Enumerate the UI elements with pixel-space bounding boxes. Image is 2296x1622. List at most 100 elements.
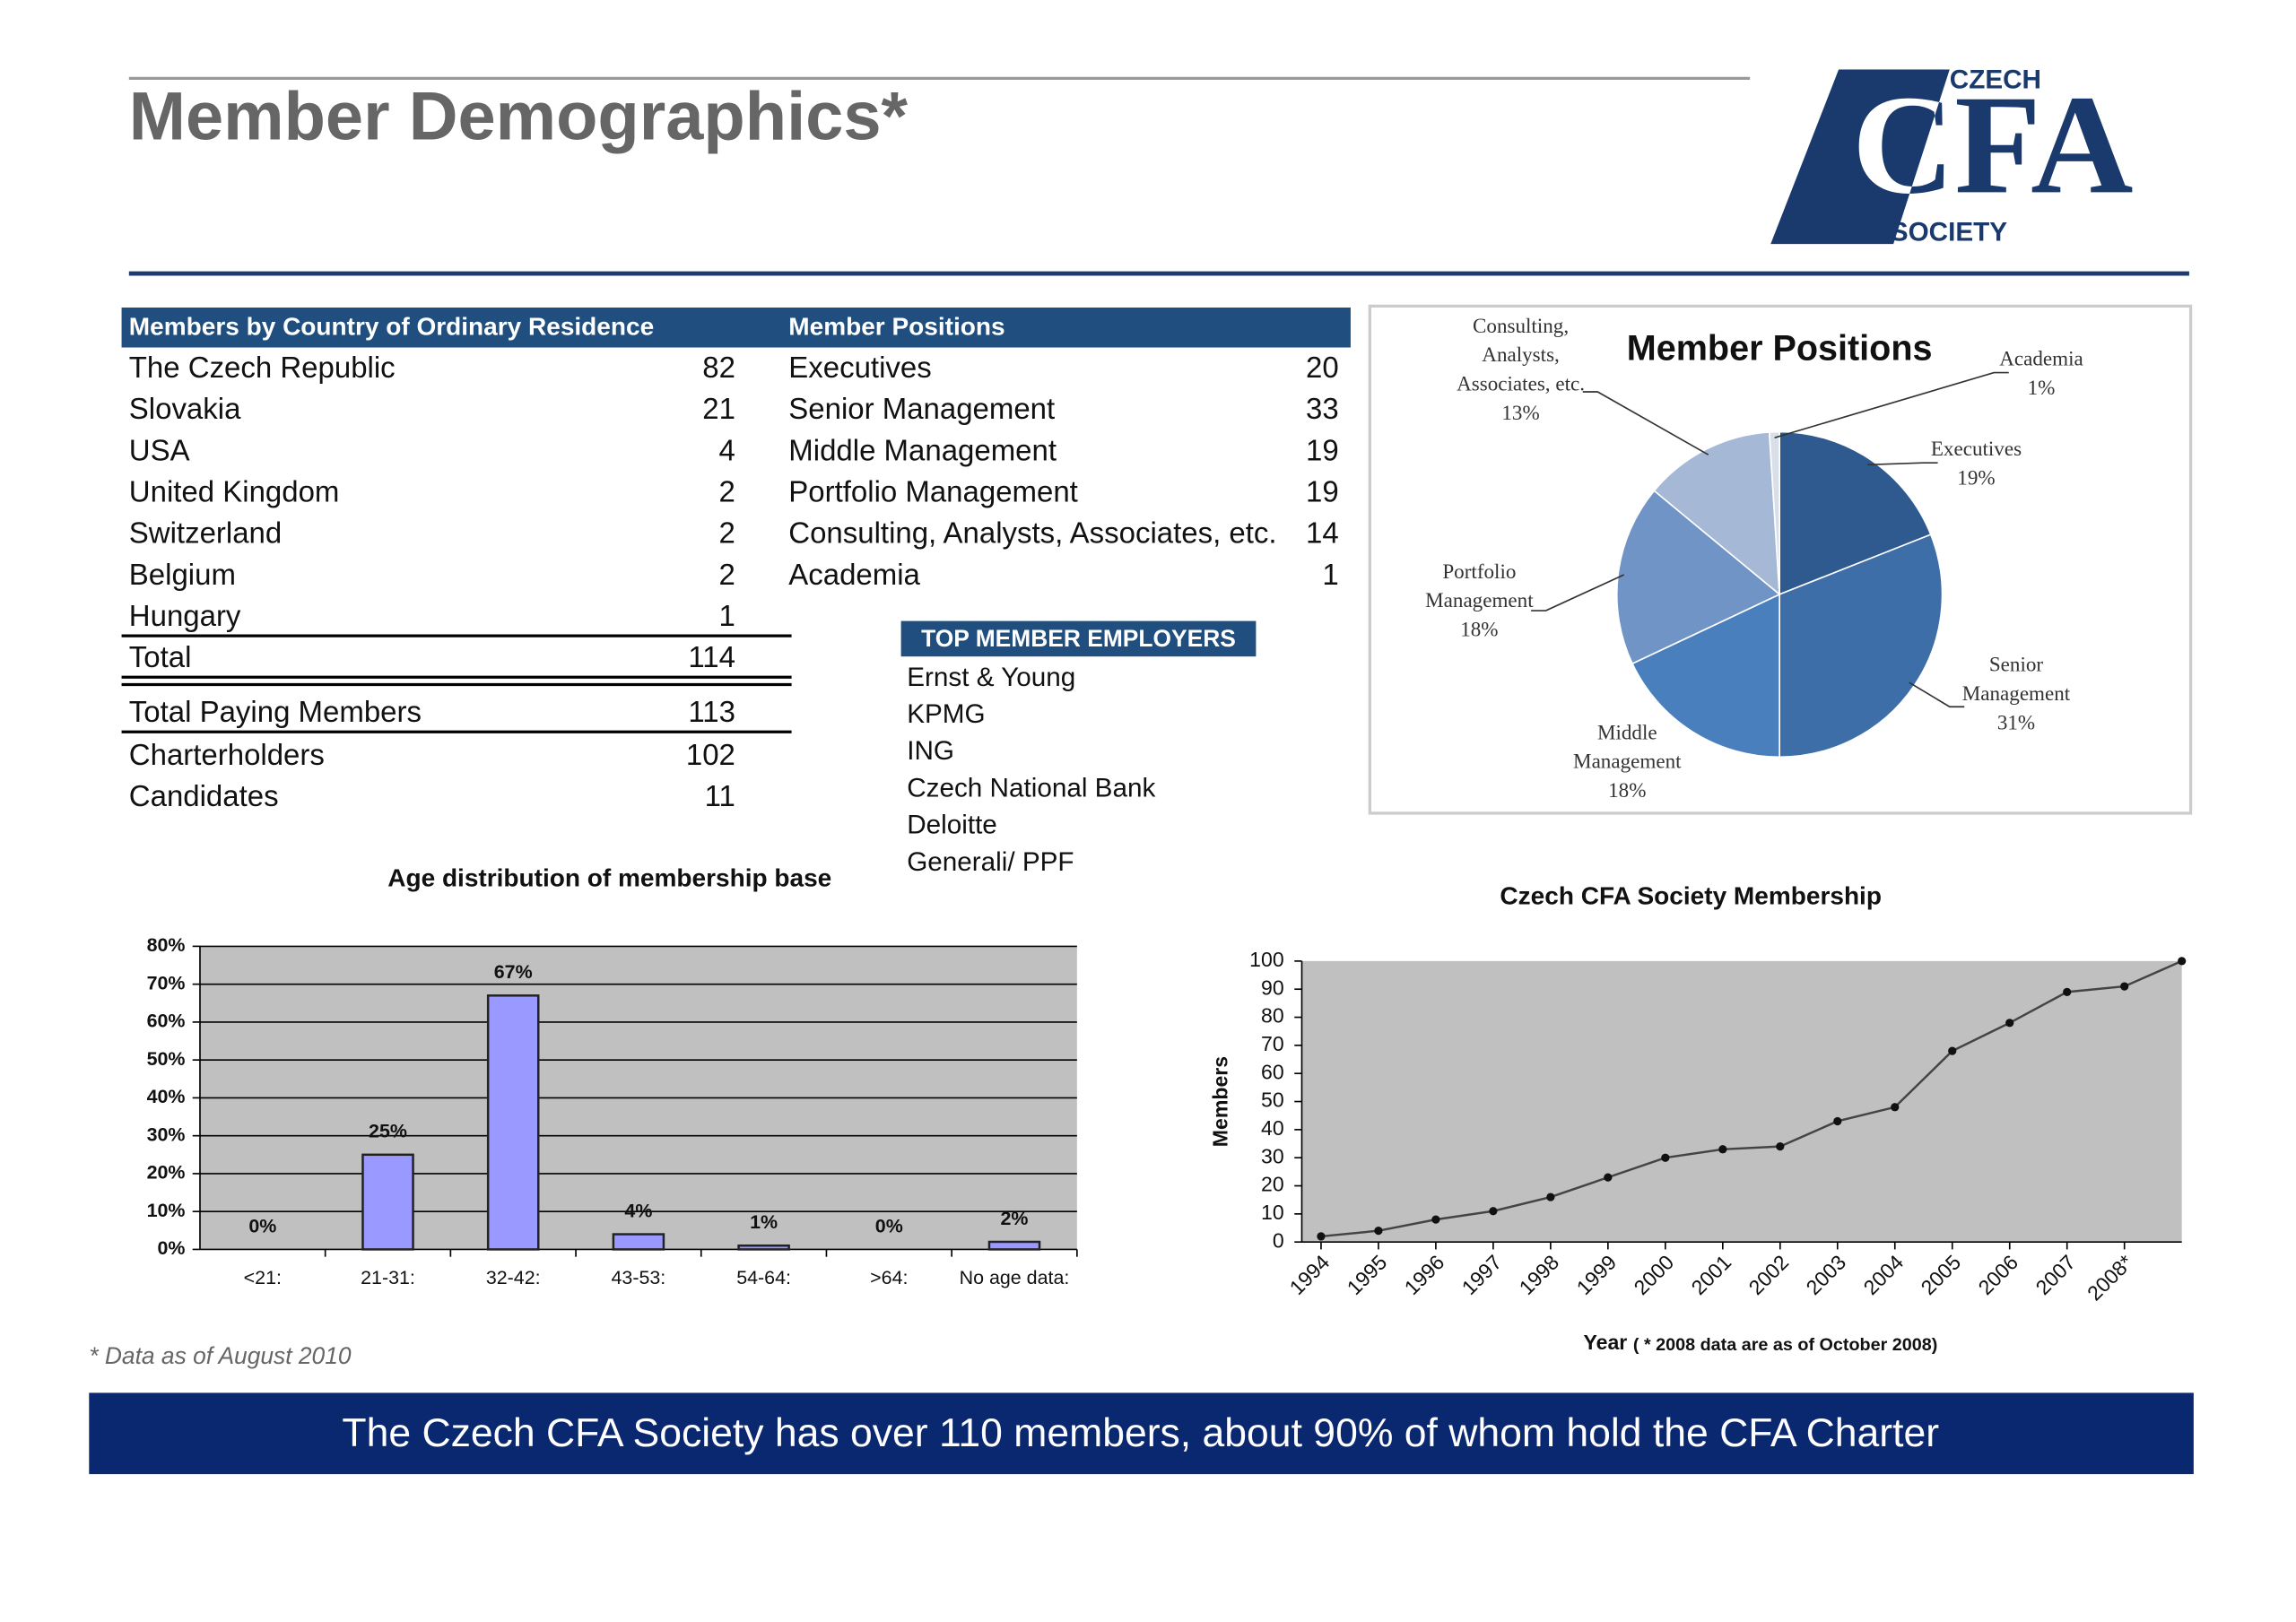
data-point	[2005, 1019, 2014, 1028]
x-tick-label: >64:	[870, 1267, 908, 1288]
y-tick-label: 70	[1261, 1032, 1284, 1055]
y-tick-label: 40	[1261, 1116, 1284, 1140]
row-value: 14	[1306, 516, 1339, 550]
logo-shape	[1770, 69, 1950, 245]
x-tick-label: 2002	[1744, 1250, 1794, 1299]
chart-title: Czech CFA Society Membership	[1500, 881, 1882, 909]
employers-header-bar	[900, 620, 1257, 657]
employer: KPMG	[907, 699, 985, 729]
row-value: 1	[719, 599, 735, 632]
leader-line	[1774, 371, 2009, 438]
x-tick-label: 32-42:	[486, 1267, 541, 1288]
slice-value: 31%	[1997, 710, 2035, 733]
data-point	[1661, 1153, 1670, 1162]
employer: Czech National Bank	[907, 773, 1155, 802]
slice-label: Senior Management	[1962, 653, 2071, 705]
slice-value: 18%	[1460, 617, 1498, 640]
y-tick-label: 80%	[147, 934, 186, 956]
row-label: Total Paying Members	[129, 695, 422, 728]
x-tick-label: 2003	[1802, 1250, 1851, 1299]
row-value: 4	[719, 433, 735, 466]
country-header: Members by Country of Ordinary Residence	[129, 312, 654, 340]
data-point	[1489, 1207, 1498, 1216]
pie-slice	[1631, 593, 1780, 759]
plot-area	[1301, 960, 2182, 1243]
x-tick-label: 1998	[1515, 1250, 1564, 1299]
y-tick-label: 100	[1249, 948, 1284, 971]
y-tick-label: 60%	[147, 1010, 186, 1032]
row-label: Academia	[788, 558, 920, 591]
y-tick-label: 40%	[147, 1086, 186, 1107]
row-label: Total	[129, 640, 192, 673]
row-value: 19	[1306, 433, 1339, 466]
y-tick-label: 60	[1261, 1060, 1284, 1083]
slice-value: 18%	[1608, 778, 1646, 802]
x-tick-label: 2005	[1917, 1250, 1966, 1299]
slice-label: Consulting, Analysts, Associates, etc.	[1457, 314, 1585, 395]
employer: Ernst & Young	[907, 663, 1075, 692]
data-point	[2120, 982, 2129, 991]
row-value: 33	[1306, 392, 1339, 425]
row-value: 2	[719, 474, 735, 507]
x-tick-label: <21:	[244, 1267, 282, 1288]
row-label: Senior Management	[788, 392, 1055, 425]
row-label: The Czech Republic	[129, 351, 396, 384]
data-point	[1833, 1116, 1842, 1126]
pie-slice	[1653, 431, 1781, 596]
page-title: Member Demographics*	[129, 78, 909, 154]
leader-line	[1867, 462, 1938, 466]
x-tick-label: 2001	[1687, 1250, 1736, 1299]
data-label: 2%	[1001, 1208, 1029, 1229]
data-point	[1374, 1227, 1383, 1236]
row-label: Candidates	[129, 779, 279, 812]
row-label: Charterholders	[129, 738, 325, 771]
data-point	[1604, 1173, 1613, 1182]
pie-slice	[1768, 430, 1780, 594]
leader-line	[1909, 681, 1965, 708]
x-tick-label: 2004	[1859, 1250, 1909, 1299]
slice-value: 19%	[1957, 465, 1995, 489]
table-header-bar	[121, 308, 1351, 348]
y-tick-label: 70%	[147, 972, 186, 993]
bar	[987, 1240, 1041, 1251]
x-tick-label: 1995	[1343, 1250, 1392, 1299]
y-tick-label: 30	[1261, 1144, 1284, 1167]
data-point	[1718, 1145, 1727, 1154]
row-value: 1	[1322, 558, 1338, 591]
row-label: Executives	[788, 351, 931, 384]
chart-title: Member Positions	[1627, 328, 1933, 368]
data-point	[1776, 1142, 1785, 1151]
data-point	[2178, 957, 2187, 966]
row-value: 82	[702, 351, 735, 384]
footnote: * Data as of August 2010	[89, 1342, 352, 1369]
y-tick-label: 20%	[147, 1162, 186, 1184]
row-label: Belgium	[129, 558, 236, 591]
leader-line	[1531, 574, 1625, 612]
row-value: 21	[702, 392, 735, 425]
row-value: 114	[688, 640, 735, 673]
employers-header: TOP MEMBER EMPLOYERS	[921, 625, 1236, 652]
row-value: 11	[705, 779, 735, 812]
leader-line	[1582, 391, 1709, 455]
y-tick-label: 10%	[147, 1200, 186, 1221]
row-label: Portfolio Management	[788, 474, 1078, 507]
data-label: 0%	[248, 1215, 276, 1236]
x-tick-label: 2007	[2031, 1250, 2080, 1299]
slice-value: 1%	[2028, 376, 2056, 399]
data-label: 1%	[750, 1211, 778, 1233]
y-tick-label: 80	[1261, 1004, 1284, 1028]
positions-header: Member Positions	[788, 312, 1004, 340]
row-value: 2	[719, 516, 735, 550]
slice-label: Academia	[1999, 347, 2083, 370]
row-label: Middle Management	[788, 433, 1057, 466]
slice-label: Executives	[1931, 437, 2022, 460]
y-tick-label: 50	[1261, 1089, 1284, 1112]
logo-top: CZECH	[1950, 65, 2041, 95]
data-point	[1948, 1046, 1957, 1055]
bar	[486, 994, 540, 1251]
data-label: 4%	[624, 1200, 652, 1221]
y-tick-label: 0%	[158, 1237, 186, 1259]
banner-text: The Czech CFA Society has over 110 membe…	[342, 1411, 1939, 1455]
y-tick-label: 20	[1261, 1173, 1284, 1196]
slice-label: Portfolio Management	[1425, 559, 1534, 612]
